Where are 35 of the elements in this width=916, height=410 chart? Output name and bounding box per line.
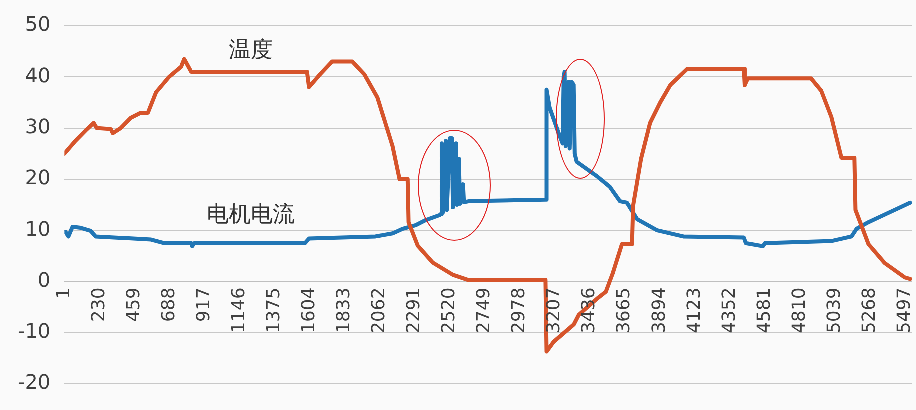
y-tick-label: 30 <box>25 114 51 138</box>
x-tick-label: 3436 <box>578 288 600 334</box>
y-tick-label: -10 <box>18 319 51 344</box>
x-tick-label: 5039 <box>824 288 845 334</box>
x-tick-label: 4352 <box>718 288 740 334</box>
x-tick-label: 5497 <box>894 288 915 334</box>
x-tick-label: 459 <box>123 288 144 322</box>
x-tick-label: 688 <box>158 288 180 322</box>
y-tick-label: 20 <box>25 166 51 190</box>
y-tick-label: 40 <box>25 63 51 88</box>
x-tick-label: 3894 <box>648 288 670 334</box>
series-label: 电机电流 <box>207 202 296 228</box>
x-tick-label: 1 <box>53 288 74 300</box>
x-tick-label: 4810 <box>788 288 810 334</box>
series-label: 温度 <box>229 38 274 63</box>
x-tick-label: 2062 <box>368 288 390 334</box>
x-tick-label: 917 <box>193 288 214 322</box>
x-tick-label: 4581 <box>754 288 775 334</box>
x-tick-label: 2291 <box>404 288 425 334</box>
x-tick-label: 230 <box>88 288 110 322</box>
y-tick-label: -20 <box>18 370 51 394</box>
y-tick-label: 10 <box>25 216 51 241</box>
x-tick-label: 3665 <box>614 288 635 334</box>
x-tick-label: 4123 <box>684 288 705 334</box>
x-tick-label: 2520 <box>438 288 460 334</box>
x-tick-label: 2978 <box>508 288 530 334</box>
x-tick-label: 2749 <box>474 288 495 334</box>
x-tick-label: 3207 <box>544 288 565 334</box>
x-tick-label: 1375 <box>263 288 284 334</box>
y-tick-label: 0 <box>38 268 51 292</box>
x-tick-label: 1604 <box>298 288 320 334</box>
x-tick-label: 1833 <box>334 288 355 334</box>
x-tick-label: 5268 <box>858 288 880 334</box>
x-tick-label: 1146 <box>228 288 250 334</box>
y-tick-label: 50 <box>25 12 51 36</box>
